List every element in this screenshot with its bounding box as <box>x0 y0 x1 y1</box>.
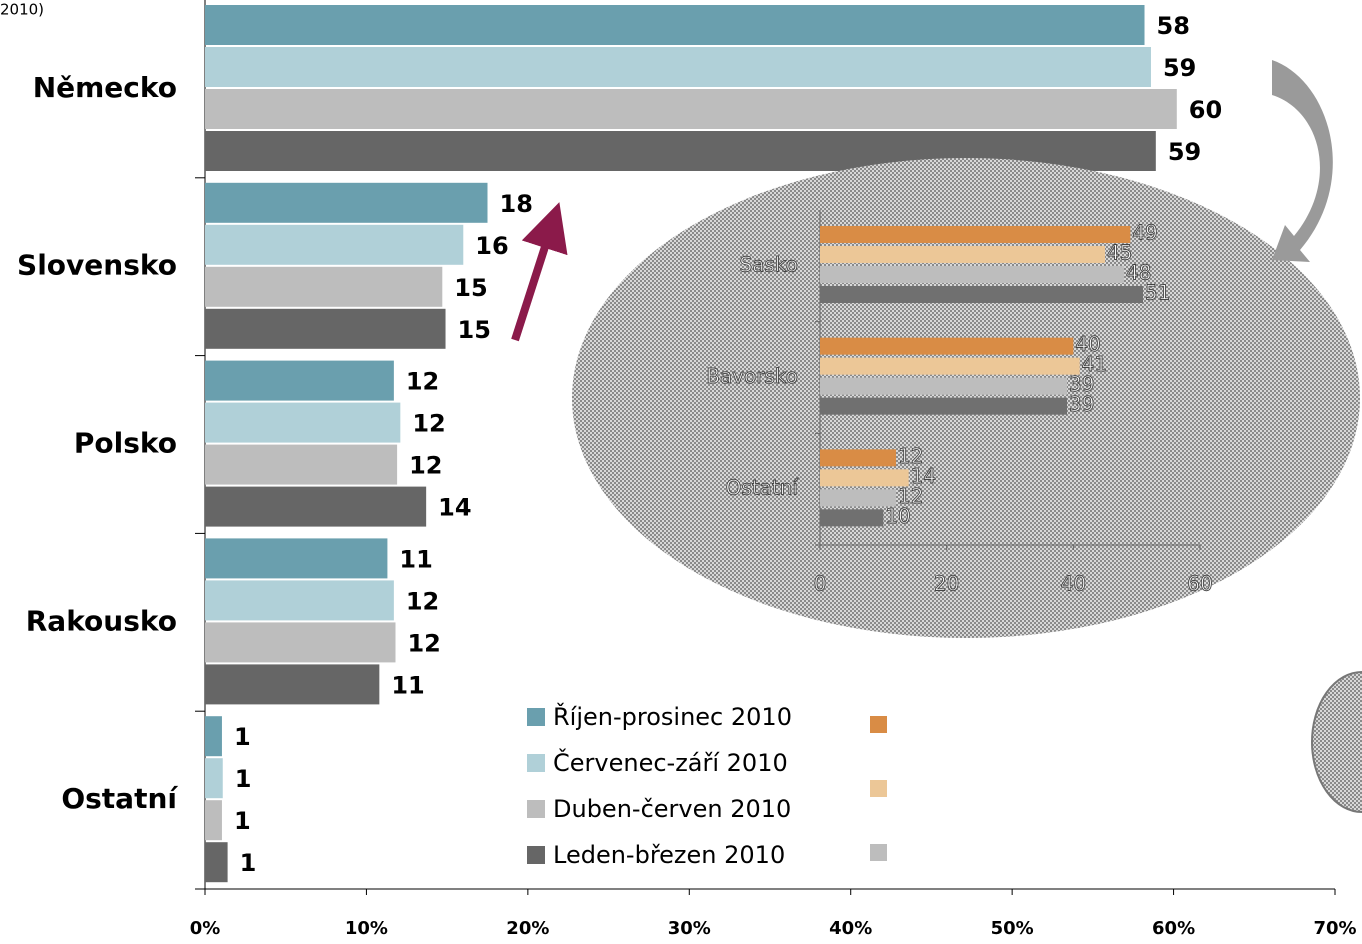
legend-label: Červenec-září 2010 <box>553 747 788 777</box>
data-label: 48 <box>1126 261 1151 285</box>
data-label: 45 <box>1107 241 1132 265</box>
data-label: 59 <box>1163 54 1196 82</box>
bar <box>205 664 380 705</box>
bar <box>205 89 1177 129</box>
data-label: 12 <box>409 452 442 480</box>
legend-swatch <box>870 716 887 733</box>
legend-label: Duben-červen 2010 <box>553 795 791 823</box>
data-label: 41 <box>1082 352 1107 376</box>
data-label: 39 <box>1069 392 1094 416</box>
data-label: 58 <box>1157 12 1190 40</box>
x-tick-label: 60% <box>1152 918 1195 939</box>
arrow <box>511 202 568 342</box>
data-label: 60 <box>1189 96 1222 124</box>
bar <box>205 800 222 841</box>
bar <box>205 580 394 621</box>
data-label: 15 <box>458 316 491 344</box>
data-label: 12 <box>412 410 445 438</box>
bar <box>205 224 464 265</box>
bar <box>205 308 446 349</box>
bar <box>205 622 396 663</box>
y-tick-label: Bavorsko <box>706 364 798 388</box>
y-tick-label: Sasko <box>740 252 798 276</box>
bar <box>205 758 223 799</box>
legend-label: Leden-březen 2010 <box>553 841 785 869</box>
y-tick-label: Německo <box>33 71 177 104</box>
curved-arrow <box>1272 60 1333 262</box>
legend-label: Říjen-prosinec 2010 <box>553 702 792 731</box>
x-tick-label: 40 <box>1061 572 1086 596</box>
bar <box>820 469 909 487</box>
data-label: 1 <box>234 807 251 835</box>
x-tick-label: 0 <box>814 572 827 596</box>
data-label: 15 <box>454 274 487 302</box>
bar <box>205 716 222 757</box>
data-label: 16 <box>475 232 508 260</box>
bar <box>820 357 1080 375</box>
data-label: 12 <box>406 587 439 615</box>
data-label: 18 <box>500 190 533 218</box>
y-tick-label: Polsko <box>74 427 177 460</box>
bar <box>205 538 388 579</box>
x-tick-label: 30% <box>668 918 711 939</box>
bar <box>820 489 896 507</box>
legend-swatch <box>527 754 545 772</box>
legend-swatch <box>527 708 545 726</box>
bar <box>205 266 443 307</box>
legend-swatch <box>527 846 545 864</box>
y-tick-label: Rakousko <box>26 604 177 637</box>
data-label: 14 <box>438 494 471 522</box>
bar <box>205 5 1145 45</box>
data-label: 14 <box>911 464 936 488</box>
bar <box>205 842 228 883</box>
bar <box>820 449 896 467</box>
x-tick-label: 40% <box>829 918 872 939</box>
bar <box>820 226 1131 243</box>
bar <box>820 286 1143 303</box>
logo-fragment <box>1311 671 1362 813</box>
bar <box>205 47 1151 87</box>
bar <box>820 266 1124 283</box>
data-label: 49 <box>1132 221 1157 245</box>
data-label: 39 <box>1069 372 1094 396</box>
bar <box>820 377 1067 395</box>
bar <box>205 402 401 443</box>
data-label: 11 <box>391 671 424 699</box>
bar <box>820 246 1105 263</box>
legend-swatch <box>870 844 887 861</box>
legend-swatch <box>527 800 545 818</box>
chart-title: 2010) <box>0 1 44 19</box>
x-tick-label: 20 <box>934 572 959 596</box>
bar <box>820 337 1074 355</box>
x-tick-label: 60 <box>1187 572 1212 596</box>
data-label: 40 <box>1075 332 1100 356</box>
data-label: 12 <box>407 629 440 657</box>
y-tick-label: Slovensko <box>17 249 177 282</box>
data-label: 12 <box>898 444 923 468</box>
data-label: 10 <box>885 504 910 528</box>
data-label: 1 <box>240 849 257 877</box>
data-label: 1 <box>235 765 252 793</box>
data-label: 11 <box>399 545 432 573</box>
y-tick-label: Ostatní <box>726 476 800 500</box>
data-label: 51 <box>1145 281 1170 305</box>
bar <box>205 486 427 527</box>
x-tick-label: 70% <box>1313 918 1356 939</box>
data-label: 59 <box>1168 138 1201 166</box>
legend-swatch <box>870 780 887 797</box>
bar <box>205 182 488 223</box>
bar <box>820 397 1067 415</box>
bar <box>205 360 394 401</box>
x-tick-label: 20% <box>506 918 549 939</box>
bar <box>820 509 884 527</box>
bar <box>205 444 398 485</box>
y-tick-label: Ostatní <box>61 782 178 815</box>
x-tick-label: 10% <box>345 918 388 939</box>
data-label: 12 <box>406 368 439 396</box>
x-tick-label: 50% <box>991 918 1034 939</box>
data-label: 12 <box>898 484 923 508</box>
data-label: 1 <box>234 723 251 751</box>
x-tick-label: 0% <box>190 918 221 939</box>
